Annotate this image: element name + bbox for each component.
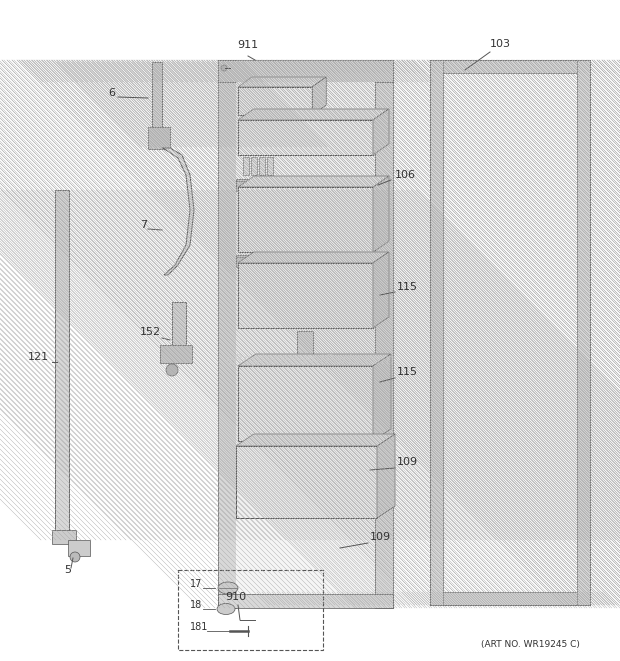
Text: 121: 121 — [28, 352, 49, 362]
Bar — [238, 366, 373, 441]
Circle shape — [221, 65, 227, 71]
Text: eReplacementParts.com: eReplacementParts.com — [225, 353, 395, 367]
Ellipse shape — [218, 582, 238, 594]
Text: 7: 7 — [140, 220, 147, 230]
Bar — [238, 263, 373, 328]
Bar — [148, 127, 170, 149]
Bar — [218, 594, 393, 608]
Text: 181: 181 — [190, 622, 208, 632]
Polygon shape — [236, 434, 395, 446]
Text: 103: 103 — [490, 39, 511, 49]
Text: 18: 18 — [190, 600, 202, 610]
Bar — [430, 60, 590, 73]
Bar — [430, 60, 590, 605]
Bar — [577, 60, 590, 605]
Bar — [68, 540, 90, 556]
Bar — [236, 82, 375, 594]
Text: 106: 106 — [395, 170, 416, 180]
Text: 115: 115 — [397, 282, 418, 292]
Text: 911: 911 — [237, 40, 259, 50]
Bar — [430, 60, 443, 605]
Bar — [297, 331, 313, 366]
Bar — [52, 530, 76, 544]
Polygon shape — [238, 176, 389, 187]
Text: 115: 115 — [397, 367, 418, 377]
Bar — [238, 120, 373, 155]
Text: (ART NO. WR19245 C): (ART NO. WR19245 C) — [480, 641, 580, 650]
Polygon shape — [373, 176, 389, 252]
Circle shape — [166, 364, 178, 376]
Bar — [243, 157, 249, 175]
Bar — [172, 302, 186, 347]
Text: 152: 152 — [140, 327, 161, 337]
Polygon shape — [373, 109, 389, 155]
Text: 5: 5 — [64, 565, 71, 575]
Bar — [430, 592, 590, 605]
Text: 109: 109 — [397, 457, 418, 467]
Text: 17: 17 — [190, 579, 202, 589]
Bar — [218, 60, 236, 608]
Bar — [152, 62, 162, 147]
Ellipse shape — [217, 603, 235, 615]
Polygon shape — [373, 252, 389, 328]
Bar — [55, 190, 69, 540]
Polygon shape — [238, 354, 391, 366]
Polygon shape — [238, 77, 326, 87]
Polygon shape — [162, 148, 194, 275]
Bar — [178, 570, 323, 650]
Bar — [375, 60, 393, 608]
Polygon shape — [312, 77, 326, 115]
Polygon shape — [373, 354, 391, 441]
Bar — [218, 60, 393, 82]
Text: 910: 910 — [225, 592, 246, 602]
Polygon shape — [238, 109, 389, 120]
Bar — [236, 257, 248, 267]
Bar — [251, 157, 257, 175]
Bar — [160, 345, 192, 363]
Bar — [238, 187, 373, 252]
Polygon shape — [377, 434, 395, 518]
Bar — [236, 255, 375, 263]
Bar — [236, 181, 248, 191]
Polygon shape — [238, 252, 389, 263]
Bar — [259, 157, 265, 175]
Bar — [236, 179, 375, 187]
Text: 109: 109 — [370, 532, 391, 542]
Text: 6: 6 — [108, 88, 115, 98]
Bar — [267, 157, 273, 175]
Bar — [238, 87, 312, 115]
Bar — [236, 446, 377, 518]
Circle shape — [70, 552, 80, 562]
Bar — [443, 73, 577, 592]
